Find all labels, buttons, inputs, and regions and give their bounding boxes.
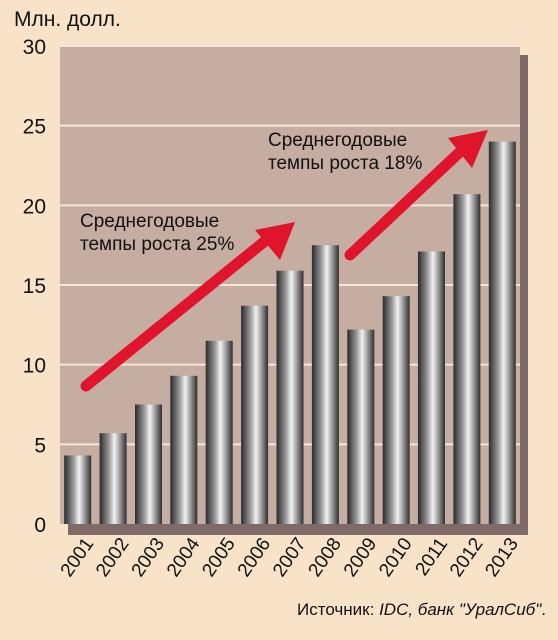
source-suffix: . [541,600,546,619]
growth-arrow-1-head [255,222,295,260]
x-tick-label-2008: 2008 [305,534,346,581]
bar-2003 [135,404,162,524]
source-note: Источник: IDC, банк "УралСиб". [297,600,546,620]
x-tick-label-2009: 2009 [340,534,381,581]
bar-2011 [418,251,445,524]
x-tick-label-2013: 2013 [481,534,522,581]
x-tick-label-2005: 2005 [198,534,239,581]
x-tick-label-2003: 2003 [128,534,169,581]
y-tick-label: 0 [34,514,46,537]
bar-2005 [205,340,233,524]
x-tick-label-2002: 2002 [92,534,133,581]
growth-arrow-2-head [448,130,488,168]
annotation-2-line2: темпы роста 18% [268,153,422,174]
x-tick-label-2001: 2001 [57,534,98,581]
bar-2002 [99,433,127,524]
bar-2010 [382,296,410,524]
x-tick-label-2006: 2006 [234,534,275,581]
bar-2008 [311,245,339,524]
source-prefix: Источник: [297,600,380,619]
bar-2001 [64,455,92,524]
y-tick-label: 20 [23,195,46,218]
growth-arrow-1-shaft [80,231,276,392]
y-tick-label: 25 [23,116,46,139]
bar-2009 [347,329,375,524]
y-tick-label: 5 [34,434,46,457]
y-axis-label: Млн. долл. [14,8,121,31]
x-tick-label-2007: 2007 [269,534,310,581]
bar-2012 [453,194,481,524]
y-tick-label: 30 [23,36,46,59]
source-italic: IDC, банк "УралСиб" [379,600,542,619]
y-tick-label: 10 [23,355,46,378]
annotation-1-line2: темпы роста 25% [80,234,234,255]
bar-2004 [170,375,198,524]
x-tick-label-2004: 2004 [163,534,205,581]
bar-2006 [241,305,269,524]
x-tick-label-2011: 2011 [411,534,452,580]
growth-arrow-2-shaft [344,144,468,261]
annotation-2-line1: Среднегодовые [268,130,407,151]
y-tick-label: 15 [23,275,46,298]
bar-2013 [488,141,516,524]
annotation-1-line1: Среднегодовые [80,211,219,232]
x-tick-label-2012: 2012 [446,534,487,581]
x-tick-label-2010: 2010 [375,534,416,581]
bar-2007 [276,270,304,524]
